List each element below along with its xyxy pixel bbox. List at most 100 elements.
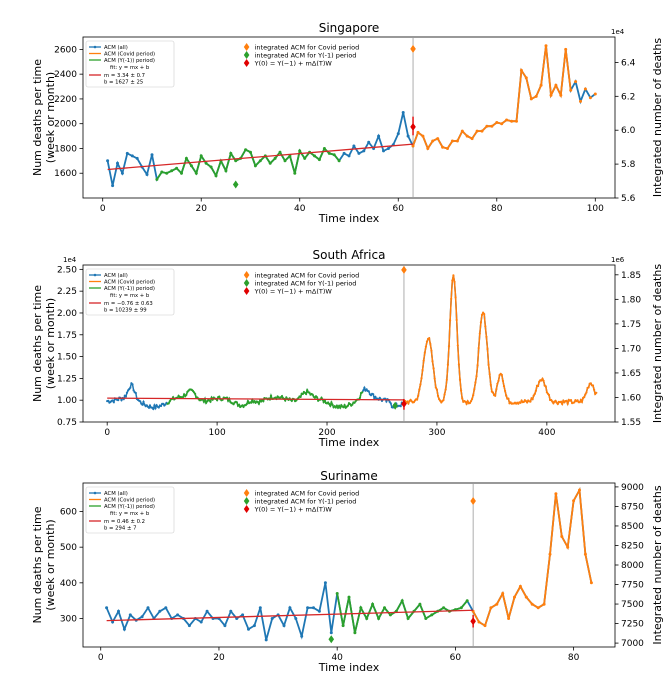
chart2-data-point xyxy=(458,378,462,381)
chart2-data-point xyxy=(532,394,535,397)
chart2-data-point xyxy=(205,401,208,404)
chart2-data-point xyxy=(107,399,110,402)
chart1-data-point xyxy=(160,170,164,174)
chart2-data-point xyxy=(583,396,586,399)
chart2-data-point xyxy=(500,373,503,376)
chart2-data-point xyxy=(305,392,308,396)
chart1-data-point xyxy=(455,139,459,143)
chart2-data-point xyxy=(479,321,482,324)
chart2-data-point xyxy=(595,391,598,394)
chart3-data-point xyxy=(176,613,180,617)
chart1-data-point xyxy=(268,161,272,165)
chart1-data-point xyxy=(382,149,385,153)
chart2-data-point xyxy=(154,407,157,410)
chart2-data-point xyxy=(399,405,402,408)
chart1-data-point xyxy=(411,144,415,148)
chart2-integrated-covid-marker xyxy=(401,265,407,274)
chart3-y2-tick-label: 7250 xyxy=(621,620,644,630)
chart1-data-point xyxy=(450,139,454,143)
chart3-data-point xyxy=(572,499,576,503)
chart1-legend-left-label: ACM (all) xyxy=(104,45,128,51)
chart2-data-point xyxy=(502,385,506,388)
chart3-data-point xyxy=(205,609,209,613)
chart2-data-point xyxy=(450,297,453,300)
chart1-data-point xyxy=(214,174,218,178)
chart3-x-tick-label: 60 xyxy=(450,653,462,663)
chart2-data-point xyxy=(461,397,464,400)
chart3-legend-fit-b: b = 294 ± 7 xyxy=(104,526,136,532)
chart3-legend-left-label: ACM (Y(-1)) period) xyxy=(104,504,155,510)
chart1-data-point xyxy=(145,173,149,176)
chart1-data-point xyxy=(175,166,179,170)
chart1-data-point xyxy=(421,134,425,138)
chart1-data-point xyxy=(155,177,159,181)
chart2-legend-right-marker xyxy=(243,287,250,295)
chart2-data-point xyxy=(132,389,135,392)
chart1-data-point xyxy=(322,147,326,150)
chart1-series-acm-all xyxy=(106,45,596,186)
chart2-data-point xyxy=(301,392,304,396)
chart2-data-point xyxy=(250,401,253,404)
chart2-data-point xyxy=(256,400,259,404)
chart1-y2-tick-label: 5.8 xyxy=(621,160,636,170)
chart1-y-tick-label: 2200 xyxy=(54,95,77,105)
chart2-data-point xyxy=(522,400,525,403)
chart3-data-point xyxy=(400,599,404,603)
chart3-data-point xyxy=(117,609,120,613)
chart2-data-point xyxy=(284,399,287,402)
chart1-data-point xyxy=(593,92,597,96)
chart1-data-point xyxy=(204,161,208,165)
chart1-y-tick-label: 2000 xyxy=(54,120,77,130)
chart2-data-point xyxy=(475,375,478,378)
chart2-data-point xyxy=(442,398,445,402)
chart3-x-tick-label: 40 xyxy=(331,653,343,663)
chart1-data-point xyxy=(583,87,587,91)
chart3-integrated-prev-marker xyxy=(328,635,335,644)
chart2-data-point xyxy=(551,400,554,403)
chart3-data-point xyxy=(229,609,233,613)
chart2-data-point xyxy=(561,402,564,406)
chart2-data-point xyxy=(185,393,188,396)
chart3-data-point xyxy=(323,581,327,585)
chart2-data-point xyxy=(431,360,434,363)
chart3-y2-tick-label: 7500 xyxy=(621,600,644,610)
chart1-data-point xyxy=(288,154,292,158)
chart1-legend-left-box xyxy=(85,40,175,88)
chart1-legend-fit-m: m = 3.34 ± 0.7 xyxy=(104,73,145,79)
chart1-legend-right-label: Y(0) = Y(−1) + mΔ(T)W xyxy=(254,60,333,68)
chart1-data-point xyxy=(401,111,405,114)
chart2-data-point xyxy=(147,406,151,409)
chart1-data-point xyxy=(564,47,568,51)
chart2-data-point xyxy=(485,335,488,338)
chart2-legend-right-label: integrated ACM for Y(-1) period xyxy=(255,280,357,288)
chart2-data-point xyxy=(443,393,446,396)
chart2-data-point xyxy=(209,400,212,403)
chart1-data-point xyxy=(125,151,129,155)
chart3-data-point xyxy=(128,613,132,617)
chart3-data-point xyxy=(583,552,587,556)
chart2-data-point xyxy=(329,404,332,407)
chart3-data-point xyxy=(489,606,493,610)
chart3-data-point xyxy=(424,617,428,620)
chart1-data-point xyxy=(332,153,336,157)
chart2-data-point xyxy=(172,396,175,399)
chart3-y-tick-label: 600 xyxy=(60,508,77,518)
chart2-y2-tick-label: 1.75 xyxy=(621,320,641,330)
chart1-x-axis-label: Time index xyxy=(318,212,380,225)
chart3-legend-left-marker xyxy=(93,491,97,495)
chart3-legend-right-label: integrated ACM for Y(-1) period xyxy=(255,498,357,506)
chart2-data-point xyxy=(374,395,377,398)
chart1-y2-tick-label: 6.0 xyxy=(621,126,636,136)
chart1-data-point xyxy=(362,149,366,153)
chart1-y-axis-label: Num deaths per time(week or month) xyxy=(31,59,57,176)
chart2-data-point xyxy=(434,386,437,389)
chart1-data-point xyxy=(426,147,430,150)
chart3-data-point xyxy=(282,624,286,628)
chart2-data-point xyxy=(342,406,345,409)
chart1-x-tick-label: 0 xyxy=(100,204,106,214)
chart1-data-point xyxy=(106,159,110,163)
chart1-y2-tick-label: 6.4 xyxy=(621,58,636,68)
chart3-data-point xyxy=(288,606,292,610)
chart3-data-point xyxy=(383,606,386,610)
chart3-data-point xyxy=(294,617,298,620)
